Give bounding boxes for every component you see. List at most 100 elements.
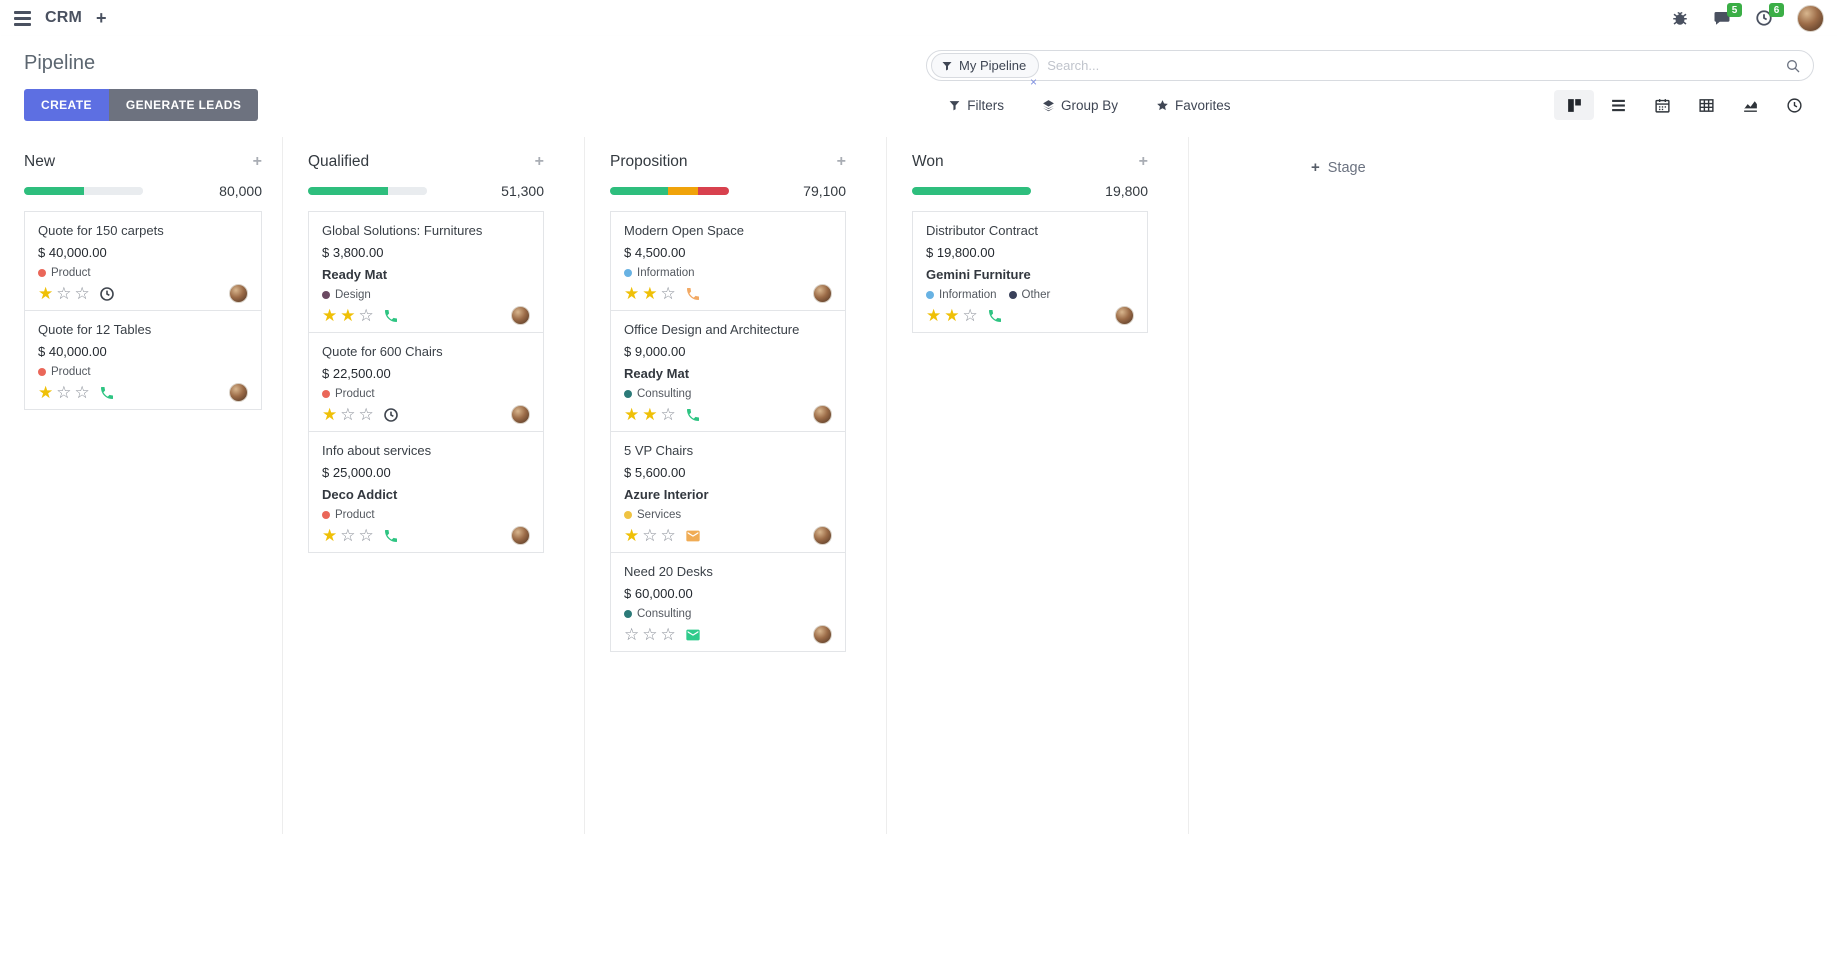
search-icon[interactable]: [1785, 58, 1801, 74]
envelope-activity-icon[interactable]: [685, 627, 701, 643]
activities-clock-icon[interactable]: 6: [1755, 3, 1784, 27]
favorites-button[interactable]: Favorites: [1156, 98, 1231, 113]
opportunity-card[interactable]: Quote for 600 Chairs $ 22,500.00 Product ★ ☆…: [308, 333, 544, 432]
priority-star-icon[interactable]: ☆: [340, 526, 356, 545]
graph-view-button[interactable]: [1730, 90, 1770, 120]
calendar-view-button[interactable]: [1642, 90, 1682, 120]
progress-segment-green[interactable]: [308, 187, 388, 195]
kanban-column-new: New +80,000 Quote for 150 carpets $ 40,000.…: [0, 137, 283, 834]
priority-star-icon[interactable]: ☆: [660, 625, 676, 644]
salesperson-avatar[interactable]: [511, 526, 530, 545]
priority-star-icon[interactable]: ★: [642, 284, 658, 303]
card-tags: Consulting: [624, 388, 832, 400]
activity-view-button[interactable]: [1774, 90, 1814, 120]
priority-star-icon[interactable]: ☆: [340, 405, 356, 424]
priority-star-icon[interactable]: ☆: [358, 526, 374, 545]
progress-segment-yellow[interactable]: [668, 187, 699, 195]
salesperson-avatar[interactable]: [511, 405, 530, 424]
search-input[interactable]: [1047, 58, 1785, 73]
app-name[interactable]: CRM: [45, 9, 83, 26]
pivot-view-button[interactable]: [1686, 90, 1726, 120]
envelope-activity-icon[interactable]: [685, 528, 701, 544]
opportunity-card[interactable]: Global Solutions: Furnitures $ 3,800.00 Re…: [308, 211, 544, 333]
priority-star-icon[interactable]: ★: [624, 526, 640, 545]
progress-segment-green[interactable]: [912, 187, 1031, 195]
salesperson-avatar[interactable]: [813, 625, 832, 644]
list-view-button[interactable]: [1598, 90, 1638, 120]
phone-activity-icon[interactable]: [99, 385, 115, 401]
priority-star-icon[interactable]: ☆: [56, 284, 72, 303]
opportunity-card[interactable]: Office Design and Architecture $ 9,000.00…: [610, 311, 846, 432]
priority-star-icon[interactable]: ☆: [642, 526, 658, 545]
priority-star-icon[interactable]: ☆: [962, 306, 978, 325]
phone-activity-icon[interactable]: [383, 308, 399, 324]
phone-activity-icon[interactable]: [685, 407, 701, 423]
priority-star-icon[interactable]: ★: [322, 526, 338, 545]
priority-star-icon[interactable]: ☆: [74, 383, 90, 402]
messages-icon[interactable]: 5: [1713, 3, 1742, 27]
priority-star-icon[interactable]: ☆: [358, 405, 374, 424]
salesperson-avatar[interactable]: [1115, 306, 1134, 325]
priority-star-icon[interactable]: ☆: [56, 383, 72, 402]
opportunity-card[interactable]: Need 20 Desks $ 60,000.00 Consulting ☆ ☆ ☆: [610, 553, 846, 652]
search-bar[interactable]: My Pipeline ×: [926, 50, 1814, 89]
priority-star-icon[interactable]: ☆: [660, 405, 676, 424]
phone-activity-icon[interactable]: [987, 308, 1003, 324]
clock-activity-icon[interactable]: [99, 286, 115, 302]
plus-icon: +: [1311, 159, 1320, 176]
salesperson-avatar[interactable]: [229, 383, 248, 402]
priority-star-icon[interactable]: ☆: [358, 306, 374, 325]
group-by-button[interactable]: Group By: [1042, 98, 1118, 113]
filters-button[interactable]: Filters: [948, 98, 1004, 113]
priority-star-icon[interactable]: ★: [322, 405, 338, 424]
quick-add-icon[interactable]: +: [252, 153, 262, 170]
opportunity-card[interactable]: Info about services $ 25,000.00 Deco Addic…: [308, 432, 544, 553]
plus-icon[interactable]: +: [96, 8, 107, 28]
salesperson-avatar[interactable]: [511, 306, 530, 325]
opportunity-card[interactable]: Distributor Contract $ 19,800.00 Gemini Fu…: [912, 211, 1148, 333]
generate-leads-button[interactable]: GENERATE LEADS: [108, 89, 259, 121]
progress-segment-empty[interactable]: [387, 187, 427, 195]
priority-star-icon[interactable]: ★: [38, 383, 54, 402]
quick-add-icon[interactable]: +: [836, 153, 846, 170]
search-facet-my-pipeline[interactable]: My Pipeline: [931, 53, 1040, 78]
opportunity-card[interactable]: Modern Open Space $ 4,500.00 Information ★ ★…: [610, 211, 846, 311]
priority-star-icon[interactable]: ☆: [660, 284, 676, 303]
add-stage-button[interactable]: + Stage: [1311, 159, 1366, 176]
salesperson-avatar[interactable]: [813, 284, 832, 303]
opportunity-card[interactable]: Quote for 12 Tables $ 40,000.00 Product ★ ☆ ☆: [24, 311, 262, 410]
salesperson-avatar[interactable]: [229, 284, 248, 303]
apps-menu-icon[interactable]: [14, 10, 31, 26]
quick-add-icon[interactable]: +: [1138, 153, 1148, 170]
priority-star-icon[interactable]: ★: [624, 284, 640, 303]
facet-remove-icon[interactable]: ×: [1030, 75, 1038, 89]
priority-star-icon[interactable]: ★: [642, 405, 658, 424]
salesperson-avatar[interactable]: [813, 526, 832, 545]
priority-star-icon[interactable]: ★: [944, 306, 960, 325]
kanban-view-button[interactable]: [1554, 90, 1594, 120]
priority-star-icon[interactable]: ★: [340, 306, 356, 325]
clock-activity-icon[interactable]: [383, 407, 399, 423]
opportunity-card[interactable]: Quote for 150 carpets $ 40,000.00 Product ★…: [24, 211, 262, 311]
priority-star-icon[interactable]: ☆: [642, 625, 658, 644]
salesperson-avatar[interactable]: [813, 405, 832, 424]
quick-add-icon[interactable]: +: [534, 153, 544, 170]
progress-segment-green[interactable]: [24, 187, 84, 195]
user-avatar[interactable]: [1797, 4, 1824, 32]
bug-icon[interactable]: [1671, 9, 1689, 27]
priority-star-icon[interactable]: ★: [322, 306, 338, 325]
tag: Other: [1008, 289, 1050, 301]
progress-segment-green[interactable]: [610, 187, 669, 195]
priority-star-icon[interactable]: ☆: [660, 526, 676, 545]
progress-segment-empty[interactable]: [83, 187, 143, 195]
opportunity-card[interactable]: 5 VP Chairs $ 5,600.00 Azure Interior Servi…: [610, 432, 846, 553]
priority-star-icon[interactable]: ★: [38, 284, 54, 303]
priority-star-icon[interactable]: ★: [624, 405, 640, 424]
phone-activity-icon[interactable]: [383, 528, 399, 544]
create-button[interactable]: CREATE: [24, 89, 109, 121]
phone-activity-icon[interactable]: [685, 286, 701, 302]
priority-star-icon[interactable]: ☆: [74, 284, 90, 303]
priority-star-icon[interactable]: ☆: [624, 625, 640, 644]
progress-segment-red[interactable]: [698, 187, 729, 195]
priority-star-icon[interactable]: ★: [926, 306, 942, 325]
